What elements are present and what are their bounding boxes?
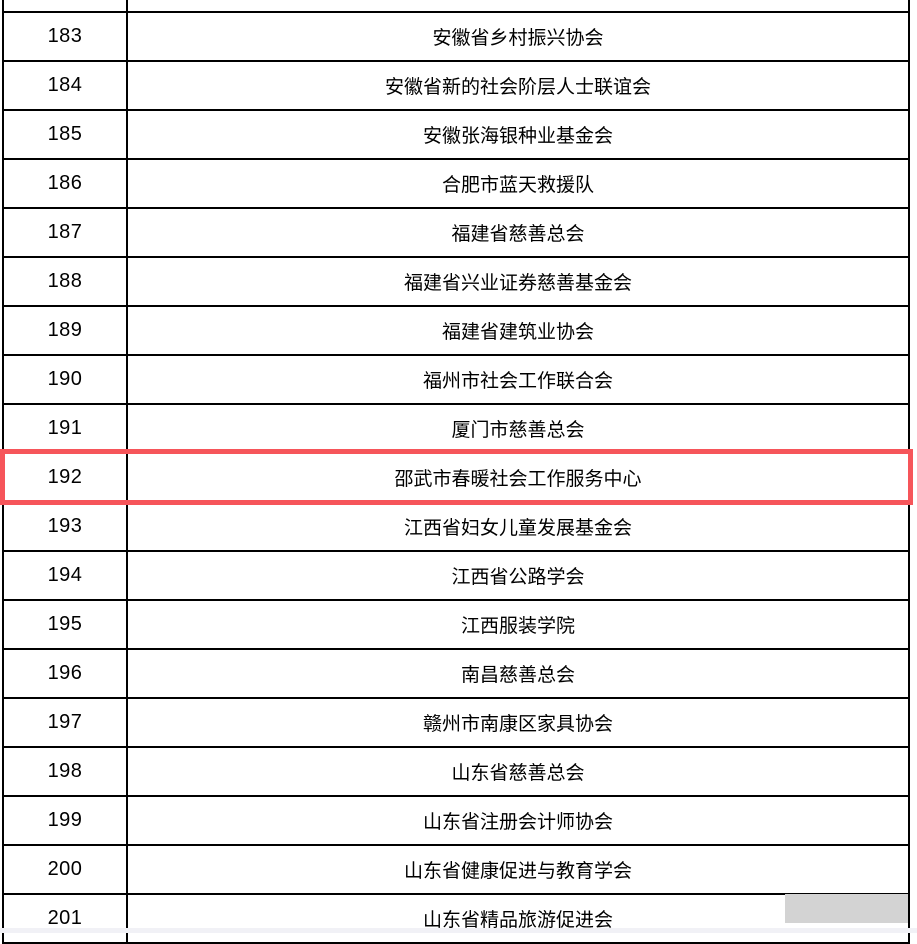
org-name-cell: 山东省慈善总会	[451, 763, 585, 784]
org-name-cell: 山东省注册会计师协会	[422, 812, 613, 833]
org-name-cell	[128, 0, 908, 11]
row-number-cell: 188	[4, 258, 128, 305]
gray-overlay-box	[785, 894, 908, 923]
row-number-cell: 192	[4, 454, 128, 501]
table-row: 189 福建省建筑业协会	[4, 307, 908, 356]
row-number-cell: 193	[4, 503, 128, 550]
bottom-edge-strip	[0, 928, 917, 933]
table-row: 196 南昌慈善总会	[4, 650, 908, 699]
table-row: 184 安徽省新的社会阶层人士联谊会	[4, 62, 908, 111]
org-name-cell: 南昌慈善总会	[460, 665, 575, 686]
row-number-cell: 186	[4, 160, 128, 207]
org-name-cell: 赣州市南康区家具协会	[422, 714, 613, 735]
table-row: 201 山东省精品旅游促进会	[4, 895, 908, 944]
org-name-cell: 山东省精品旅游促进会	[422, 910, 613, 931]
org-name-cell: 安徽张海银种业基金会	[422, 126, 613, 147]
org-name-cell: 福建省建筑业协会	[441, 322, 594, 343]
row-number-cell: 187	[4, 209, 128, 256]
org-name-cell: 合肥市蓝天救援队	[441, 175, 594, 196]
org-name-cell: 江西服装学院	[460, 616, 575, 637]
org-name-cell: 福州市社会工作联合会	[422, 371, 613, 392]
row-number-cell: 201	[4, 895, 128, 942]
table-row: 187 福建省慈善总会	[4, 209, 908, 258]
table-row: 185 安徽张海银种业基金会	[4, 111, 908, 160]
row-number-cell: 200	[4, 846, 128, 893]
org-name-cell: 安徽省乡村振兴协会	[432, 28, 604, 49]
row-number-cell: 194	[4, 552, 128, 599]
table-row-highlighted: 192 邵武市春暖社会工作服务中心	[4, 454, 908, 503]
org-name-cell: 山东省健康促进与教育学会	[403, 861, 632, 882]
row-number-cell: 198	[4, 748, 128, 795]
table-row: 199 山东省注册会计师协会	[4, 797, 908, 846]
row-number-cell: 183	[4, 13, 128, 60]
row-number-cell: 199	[4, 797, 128, 844]
table-row: 197 赣州市南康区家具协会	[4, 699, 908, 748]
table-row: 200 山东省健康促进与教育学会	[4, 846, 908, 895]
row-number-cell: 185	[4, 111, 128, 158]
org-name-cell: 江西省公路学会	[451, 567, 585, 588]
org-name-cell: 邵武市春暖社会工作服务中心	[394, 469, 642, 490]
row-number-cell: 191	[4, 405, 128, 452]
org-name-cell: 福建省慈善总会	[451, 224, 585, 245]
table-row: 191 厦门市慈善总会	[4, 405, 908, 454]
org-name-cell: 厦门市慈善总会	[451, 420, 585, 441]
org-name-cell: 福建省兴业证券慈善基金会	[403, 273, 632, 294]
row-number-cell: 195	[4, 601, 128, 648]
org-name-cell: 安徽省新的社会阶层人士联谊会	[384, 77, 651, 98]
org-name-cell: 江西省妇女儿童发展基金会	[403, 518, 632, 539]
row-number-cell: 189	[4, 307, 128, 354]
table-row: 195 江西服装学院	[4, 601, 908, 650]
table-row: 186 合肥市蓝天救援队	[4, 160, 908, 209]
table-row: 193 江西省妇女儿童发展基金会	[4, 503, 908, 552]
table-row: 183 安徽省乡村振兴协会	[4, 13, 908, 62]
table-row: 190 福州市社会工作联合会	[4, 356, 908, 405]
table-row: 194 江西省公路学会	[4, 552, 908, 601]
partial-row-above	[4, 0, 908, 13]
table-row: 188 福建省兴业证券慈善基金会	[4, 258, 908, 307]
row-number-cell	[4, 0, 128, 11]
table-row: 198 山东省慈善总会	[4, 748, 908, 797]
row-number-cell: 190	[4, 356, 128, 403]
row-number-cell: 197	[4, 699, 128, 746]
row-number-cell: 196	[4, 650, 128, 697]
row-number-cell: 184	[4, 62, 128, 109]
